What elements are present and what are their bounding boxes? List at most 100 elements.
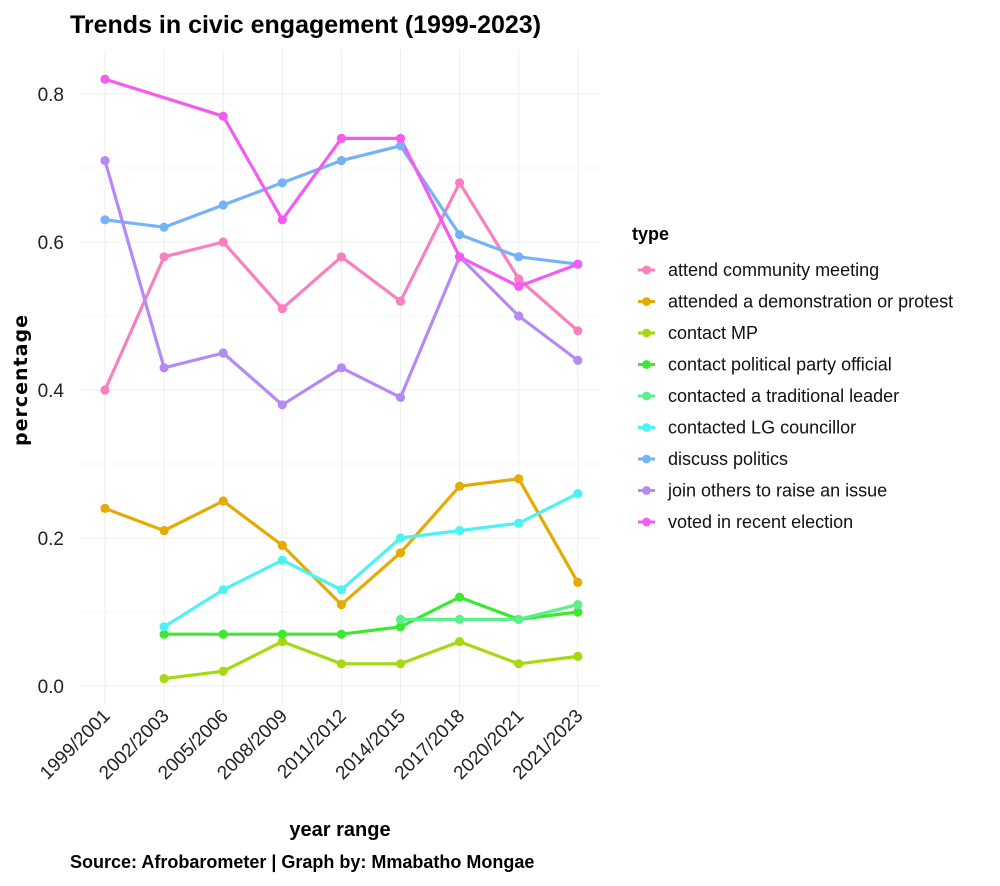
legend-label: contact MP bbox=[668, 323, 758, 343]
data-point-contacted-lg-councillor bbox=[455, 526, 465, 536]
legend-key-point bbox=[642, 486, 651, 495]
legend-label: attended a demonstration or protest bbox=[668, 292, 953, 312]
data-point-contact-mp bbox=[514, 659, 524, 669]
legend: type attend community meeting attended a … bbox=[632, 224, 953, 532]
data-point-voted-in-recent-election bbox=[395, 133, 406, 143]
y-tick-label: 0.6 bbox=[38, 233, 64, 254]
data-point-attended-a-demonstration-or-protest bbox=[336, 600, 346, 610]
legend-item-contact-mp: contact MP bbox=[638, 323, 758, 343]
series-line-contact-mp bbox=[162, 639, 580, 681]
data-point-attended-a-demonstration-or-protest bbox=[573, 577, 583, 588]
data-point-contact-political-party-official bbox=[277, 629, 287, 639]
data-point-join-others-to-raise-an-issue bbox=[336, 363, 346, 373]
legend-label: voted in recent election bbox=[668, 512, 853, 532]
data-point-attend-community-meeting bbox=[336, 252, 346, 262]
data-point-contact-mp bbox=[336, 659, 346, 669]
legend-key-point bbox=[642, 265, 651, 275]
data-point-contacted-lg-councillor bbox=[218, 585, 228, 595]
data-point-join-others-to-raise-an-issue bbox=[159, 363, 169, 373]
x-axis-ticks: 1999/20012002/20032005/20062008/20092011… bbox=[36, 706, 587, 784]
data-point-contact-political-party-official bbox=[218, 629, 228, 639]
series-line-contacted-a-traditional-leader bbox=[398, 602, 580, 622]
legend-item-voted-in-recent-election: voted in recent election bbox=[638, 512, 853, 532]
legend-key-point bbox=[642, 423, 651, 432]
data-point-contacted-lg-councillor bbox=[159, 622, 169, 632]
legend-key-point bbox=[642, 328, 651, 338]
data-point-attend-community-meeting bbox=[159, 252, 169, 262]
series-line-voted-in-recent-election bbox=[103, 77, 580, 288]
data-point-join-others-to-raise-an-issue bbox=[218, 348, 228, 358]
legend-label: join others to raise an issue bbox=[667, 481, 887, 501]
data-point-contact-mp bbox=[395, 659, 406, 669]
data-point-discuss-politics bbox=[336, 156, 346, 166]
data-point-contact-mp bbox=[277, 637, 287, 647]
data-point-contacted-lg-councillor bbox=[336, 585, 346, 595]
legend-label: discuss politics bbox=[668, 449, 788, 469]
legend-title: type bbox=[632, 224, 669, 244]
data-point-contacted-lg-councillor bbox=[514, 518, 524, 528]
data-point-discuss-politics bbox=[277, 178, 287, 188]
data-point-discuss-politics bbox=[159, 222, 169, 232]
data-point-attended-a-demonstration-or-protest bbox=[159, 526, 169, 536]
legend-key-point bbox=[642, 297, 651, 306]
data-point-attend-community-meeting bbox=[514, 274, 524, 284]
data-point-contact-mp bbox=[455, 637, 465, 647]
data-point-attend-community-meeting bbox=[395, 296, 406, 306]
y-tick-label: 0.8 bbox=[38, 85, 64, 106]
data-point-attended-a-demonstration-or-protest bbox=[455, 481, 465, 491]
legend-label: contacted LG councillor bbox=[668, 418, 856, 438]
data-point-contacted-a-traditional-leader bbox=[514, 614, 524, 625]
data-point-discuss-politics bbox=[514, 252, 524, 262]
chart-caption: Source: Afrobarometer | Graph by: Mmabat… bbox=[70, 852, 534, 872]
plot-grid bbox=[80, 50, 600, 705]
y-tick-label: 0.2 bbox=[38, 529, 64, 550]
legend-item-contacted-a-traditional-leader: contacted a traditional leader bbox=[638, 386, 899, 406]
series-points bbox=[100, 74, 583, 684]
legend-label: contacted a traditional leader bbox=[668, 386, 899, 406]
y-tick-label: 0.0 bbox=[38, 677, 64, 698]
data-point-discuss-politics bbox=[218, 200, 228, 210]
data-point-contact-mp bbox=[159, 674, 169, 684]
legend-key-point bbox=[642, 517, 651, 527]
data-point-attend-community-meeting bbox=[218, 237, 228, 247]
data-point-discuss-politics bbox=[100, 215, 110, 225]
data-point-join-others-to-raise-an-issue bbox=[395, 392, 406, 402]
legend-key-point bbox=[642, 391, 651, 401]
data-point-contact-political-party-official bbox=[395, 622, 406, 632]
legend-item-join-others-to-raise-an-issue: join others to raise an issue bbox=[638, 481, 887, 501]
data-point-contact-political-party-official bbox=[455, 592, 465, 602]
data-point-contacted-lg-councillor bbox=[277, 555, 287, 565]
data-point-join-others-to-raise-an-issue bbox=[514, 311, 524, 321]
data-point-join-others-to-raise-an-issue bbox=[277, 400, 287, 410]
data-point-voted-in-recent-election bbox=[218, 111, 228, 121]
x-axis-title: year range bbox=[289, 819, 390, 841]
legend-item-attended-a-demonstration-or-protest: attended a demonstration or protest bbox=[638, 292, 953, 312]
data-point-contact-political-party-official bbox=[159, 629, 169, 639]
data-point-contacted-a-traditional-leader bbox=[573, 600, 583, 610]
data-point-voted-in-recent-election bbox=[277, 215, 287, 225]
data-point-voted-in-recent-election bbox=[455, 252, 465, 262]
data-point-contacted-a-traditional-leader bbox=[455, 614, 465, 625]
data-point-discuss-politics bbox=[395, 141, 406, 151]
legend-label: contact political party official bbox=[668, 355, 892, 375]
data-point-attend-community-meeting bbox=[573, 326, 583, 336]
series-line-contact-political-party-official bbox=[162, 595, 580, 636]
data-point-attend-community-meeting bbox=[100, 385, 110, 395]
legend-item-attend-community-meeting: attend community meeting bbox=[638, 260, 879, 280]
data-point-contact-mp bbox=[573, 651, 583, 662]
y-tick-label: 0.4 bbox=[38, 381, 65, 402]
data-point-contact-mp bbox=[218, 666, 228, 676]
data-point-contacted-lg-councillor bbox=[395, 533, 406, 543]
data-point-contact-political-party-official bbox=[336, 629, 346, 639]
data-point-attended-a-demonstration-or-protest bbox=[218, 496, 228, 506]
data-point-contact-political-party-official bbox=[573, 607, 583, 617]
chart-title: Trends in civic engagement (1999-2023) bbox=[70, 11, 541, 39]
data-point-voted-in-recent-election bbox=[336, 133, 346, 143]
data-point-contacted-lg-councillor bbox=[573, 489, 583, 499]
data-point-join-others-to-raise-an-issue bbox=[100, 156, 110, 166]
legend-item-contact-political-party-official: contact political party official bbox=[638, 355, 892, 375]
data-point-attended-a-demonstration-or-protest bbox=[100, 503, 110, 513]
data-point-voted-in-recent-election bbox=[573, 259, 583, 269]
data-point-discuss-politics bbox=[455, 230, 465, 240]
